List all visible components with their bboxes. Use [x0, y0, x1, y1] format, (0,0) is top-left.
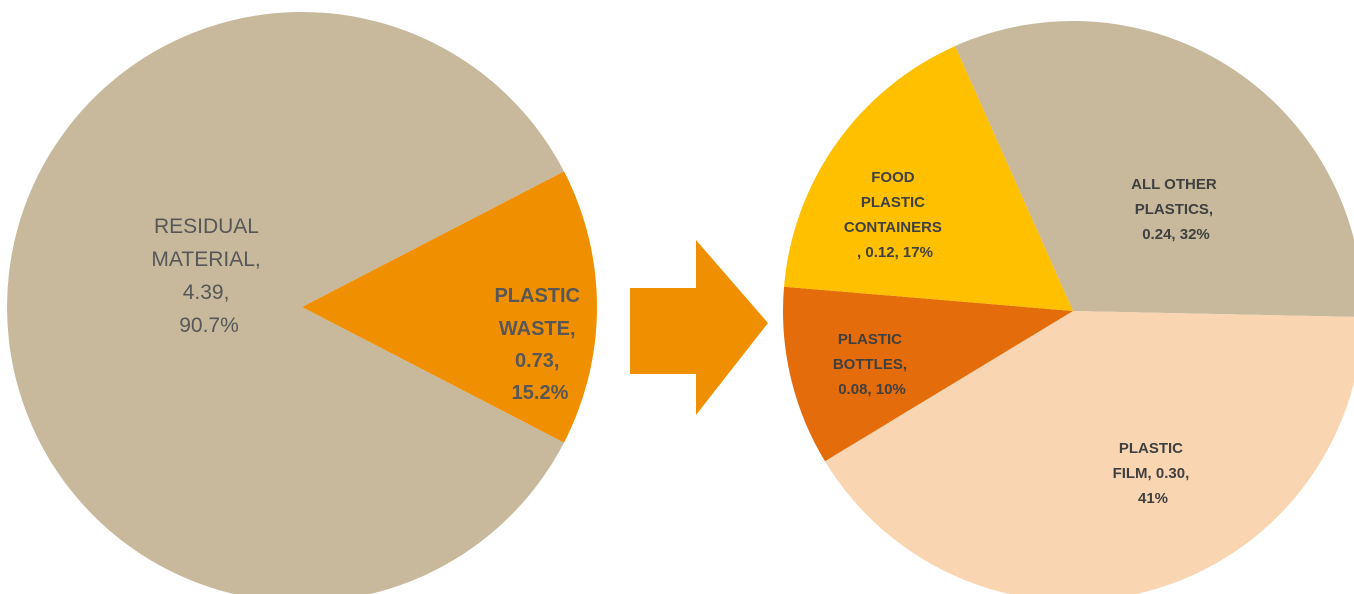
data-label-all-other-plastics: ALL OTHER PLASTICS, 0.24, 32%	[1131, 176, 1221, 243]
pie-slice-plastic-film	[824, 311, 1354, 594]
pie-chart-total-waste: RESIDUAL MATERIAL, 4.39, 90.7% PLASTIC W…	[7, 12, 598, 594]
data-label-plastic-film: PLASTIC FILM, 0.30, 41%	[1113, 440, 1194, 507]
pie-slice-residual-material	[7, 12, 564, 594]
right-arrow-icon	[630, 240, 768, 415]
pie-slice-food-plastic-containers	[784, 46, 1073, 311]
pie-slice-plastic-bottles	[783, 286, 1073, 462]
pie-slice-plastic-waste	[302, 171, 598, 443]
data-label-residual-material: RESIDUAL MATERIAL, 4.39, 90.7%	[151, 215, 266, 337]
pie-slice-all-other-plastics	[955, 21, 1354, 317]
data-label-food-plastic-containers: FOOD PLASTIC CONTAINERS , 0.12, 17%	[844, 169, 946, 261]
data-label-plastic-bottles: PLASTIC BOTTLES, 0.08, 10%	[833, 331, 911, 398]
pie-chart-plastic-breakdown: ALL OTHER PLASTICS, 0.24, 32% PLASTIC FI…	[783, 21, 1354, 594]
data-label-plastic-waste: PLASTIC WASTE, 0.73, 15.2%	[494, 285, 585, 404]
